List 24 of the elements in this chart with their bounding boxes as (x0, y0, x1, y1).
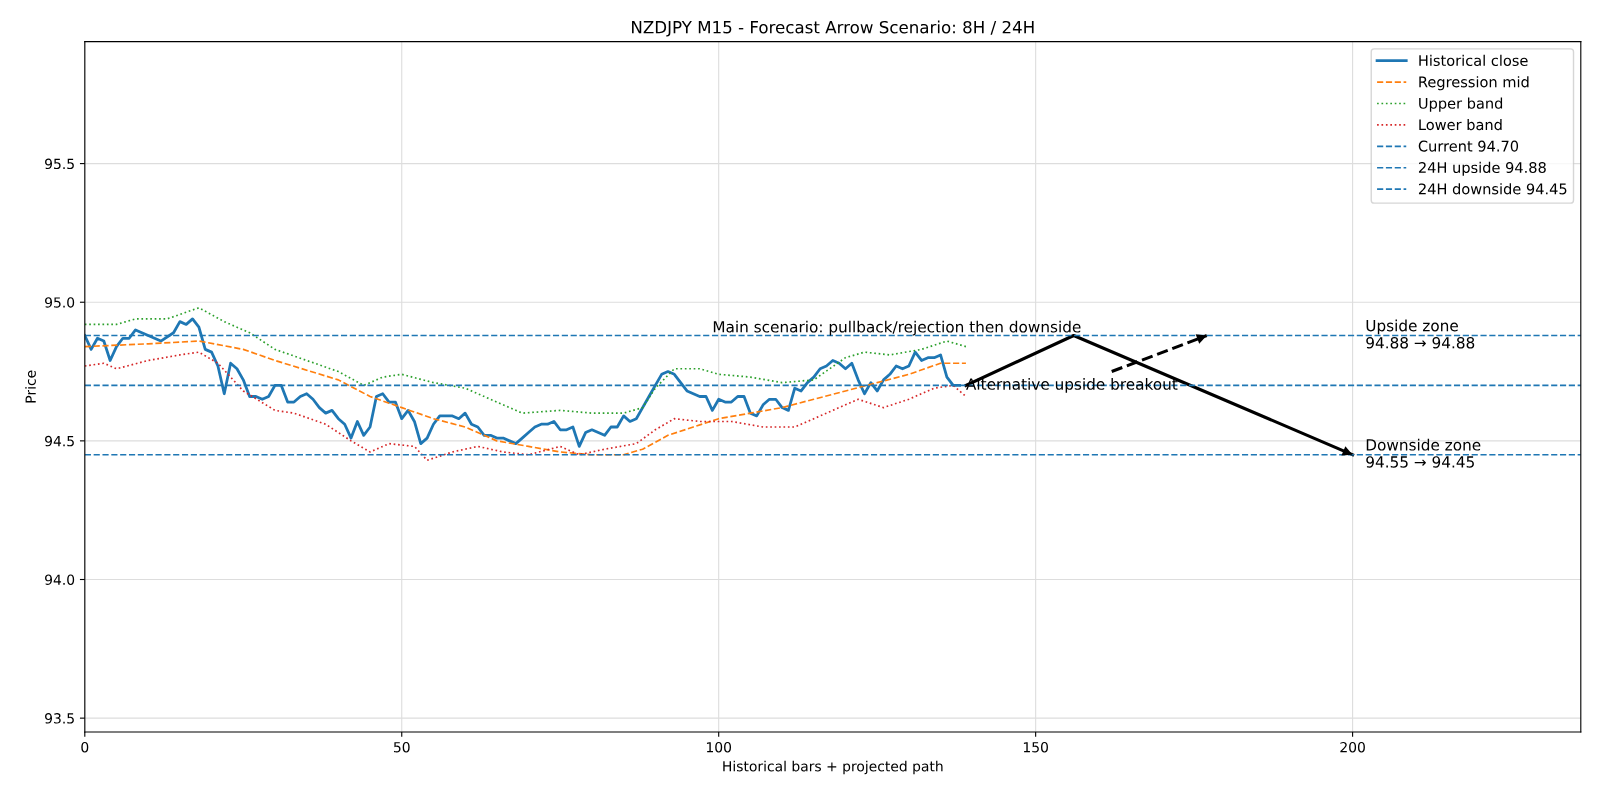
line-series (84, 306, 967, 414)
y-tick-label: 93.5 (45, 713, 74, 724)
x-tick-label: 100 (706, 741, 732, 753)
legend-label: Upper band (1419, 97, 1503, 112)
x-tick-label: 150 (1023, 741, 1048, 753)
legend-label: 24H upside 94.88 (1418, 161, 1546, 176)
x-axis-title: Historical bars + projected path (723, 760, 943, 775)
annotation: Upside zone 94.88 → 94.88 (1366, 319, 1475, 349)
x-tick-label: 0 (81, 741, 89, 753)
annotation: Main scenario: pullback/rejection then downside (713, 320, 1081, 336)
x-tick-label: 50 (393, 741, 410, 753)
y-tick-label: 95.0 (45, 297, 75, 308)
y-axis-title: Price (25, 370, 36, 403)
y-tick-label: 94.5 (45, 435, 74, 447)
y-tick-label: 94.0 (45, 574, 75, 585)
legend-label: Historical close (1419, 54, 1528, 67)
y-tick-label: 95.5 (45, 158, 74, 170)
legend-label: Regression mid (1419, 76, 1529, 91)
chart-title: NZDJPY M15 - Forecast Arrow Scenario: 8H / 24H (632, 20, 1034, 37)
annotation: Downside zone 94.55 → 94.45 (1366, 438, 1481, 468)
legend-label: 24H downside 94.45 (1418, 183, 1567, 195)
legend-label: Lower band (1419, 118, 1502, 131)
x-tick-label: 200 (1340, 741, 1365, 753)
legend-label: Current 94.70 (1418, 140, 1519, 152)
